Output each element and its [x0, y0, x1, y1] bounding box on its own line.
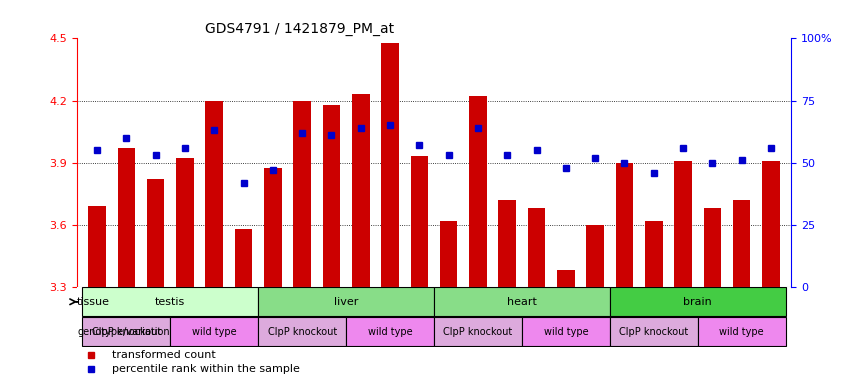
- FancyBboxPatch shape: [258, 288, 434, 316]
- Bar: [205, 101, 223, 287]
- FancyBboxPatch shape: [610, 288, 785, 316]
- FancyBboxPatch shape: [522, 317, 610, 346]
- Bar: [147, 179, 164, 287]
- Bar: [499, 200, 516, 287]
- FancyBboxPatch shape: [434, 288, 610, 316]
- Text: heart: heart: [507, 297, 537, 307]
- Bar: [117, 148, 135, 287]
- Text: wild type: wild type: [192, 327, 237, 337]
- Bar: [645, 221, 663, 287]
- FancyBboxPatch shape: [698, 317, 785, 346]
- Bar: [294, 101, 311, 287]
- Bar: [440, 221, 458, 287]
- Bar: [615, 163, 633, 287]
- Text: GDS4791 / 1421879_PM_at: GDS4791 / 1421879_PM_at: [205, 22, 394, 36]
- Text: genotype/variation: genotype/variation: [77, 327, 170, 337]
- Text: brain: brain: [683, 297, 712, 307]
- Text: ClpP knockout: ClpP knockout: [92, 327, 161, 337]
- Text: ClpP knockout: ClpP knockout: [443, 327, 512, 337]
- Text: transformed count: transformed count: [112, 351, 216, 361]
- Text: testis: testis: [155, 297, 186, 307]
- Bar: [586, 225, 604, 287]
- FancyBboxPatch shape: [258, 317, 346, 346]
- FancyBboxPatch shape: [610, 317, 698, 346]
- Bar: [704, 208, 721, 287]
- Text: wild type: wild type: [544, 327, 588, 337]
- Bar: [264, 168, 282, 287]
- Text: percentile rank within the sample: percentile rank within the sample: [112, 364, 300, 374]
- Text: ClpP knockout: ClpP knockout: [267, 327, 337, 337]
- Bar: [733, 200, 751, 287]
- FancyBboxPatch shape: [170, 317, 258, 346]
- Bar: [674, 161, 692, 287]
- Bar: [762, 161, 780, 287]
- Text: liver: liver: [334, 297, 358, 307]
- FancyBboxPatch shape: [434, 317, 522, 346]
- Bar: [410, 156, 428, 287]
- Bar: [352, 94, 369, 287]
- Text: tissue: tissue: [77, 297, 110, 307]
- Bar: [323, 105, 340, 287]
- Bar: [235, 229, 253, 287]
- Text: wild type: wild type: [368, 327, 413, 337]
- Bar: [176, 159, 194, 287]
- Bar: [528, 208, 545, 287]
- Text: ClpP knockout: ClpP knockout: [620, 327, 688, 337]
- FancyBboxPatch shape: [83, 317, 170, 346]
- Text: wild type: wild type: [719, 327, 764, 337]
- FancyBboxPatch shape: [346, 317, 434, 346]
- Bar: [381, 43, 399, 287]
- Bar: [89, 206, 106, 287]
- Bar: [469, 96, 487, 287]
- Bar: [557, 270, 574, 287]
- FancyBboxPatch shape: [83, 288, 258, 316]
